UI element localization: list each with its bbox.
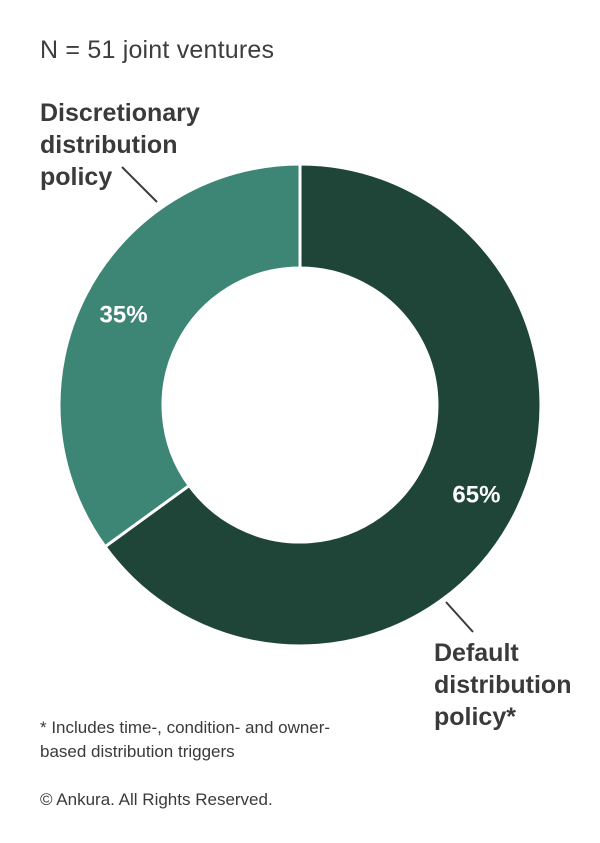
default-callout-line-3: policy*: [434, 703, 516, 731]
chart-subtitle: N = 51 joint ventures: [40, 36, 275, 64]
discretionary-callout: Discretionary distribution policy: [40, 97, 200, 193]
discretionary-callout-line-3: policy: [40, 163, 113, 191]
slice-default: [102, 162, 543, 648]
default-callout: Default distribution policy*: [434, 637, 571, 733]
default-callout-line-2: distribution: [434, 671, 572, 699]
default-callout-line-1: Default: [434, 639, 519, 667]
default-leader-line: [445, 601, 474, 633]
footnote-line-1: * Includes time-, condition- and owner-: [40, 718, 331, 737]
discretionary-callout-line-1: Discretionary: [40, 99, 200, 127]
slice-label-default: 65%: [452, 481, 500, 508]
discretionary-leader-line: [121, 166, 158, 203]
footnote-line-2: based distribution triggers: [40, 742, 235, 761]
footnote: * Includes time-, condition- and owner- …: [40, 716, 420, 764]
discretionary-callout-line-2: distribution: [40, 131, 178, 159]
slice-label-discretionary: 35%: [100, 302, 148, 329]
slice-discretionary: [57, 162, 302, 549]
copyright-text: © Ankura. All Rights Reserved.: [40, 790, 273, 809]
